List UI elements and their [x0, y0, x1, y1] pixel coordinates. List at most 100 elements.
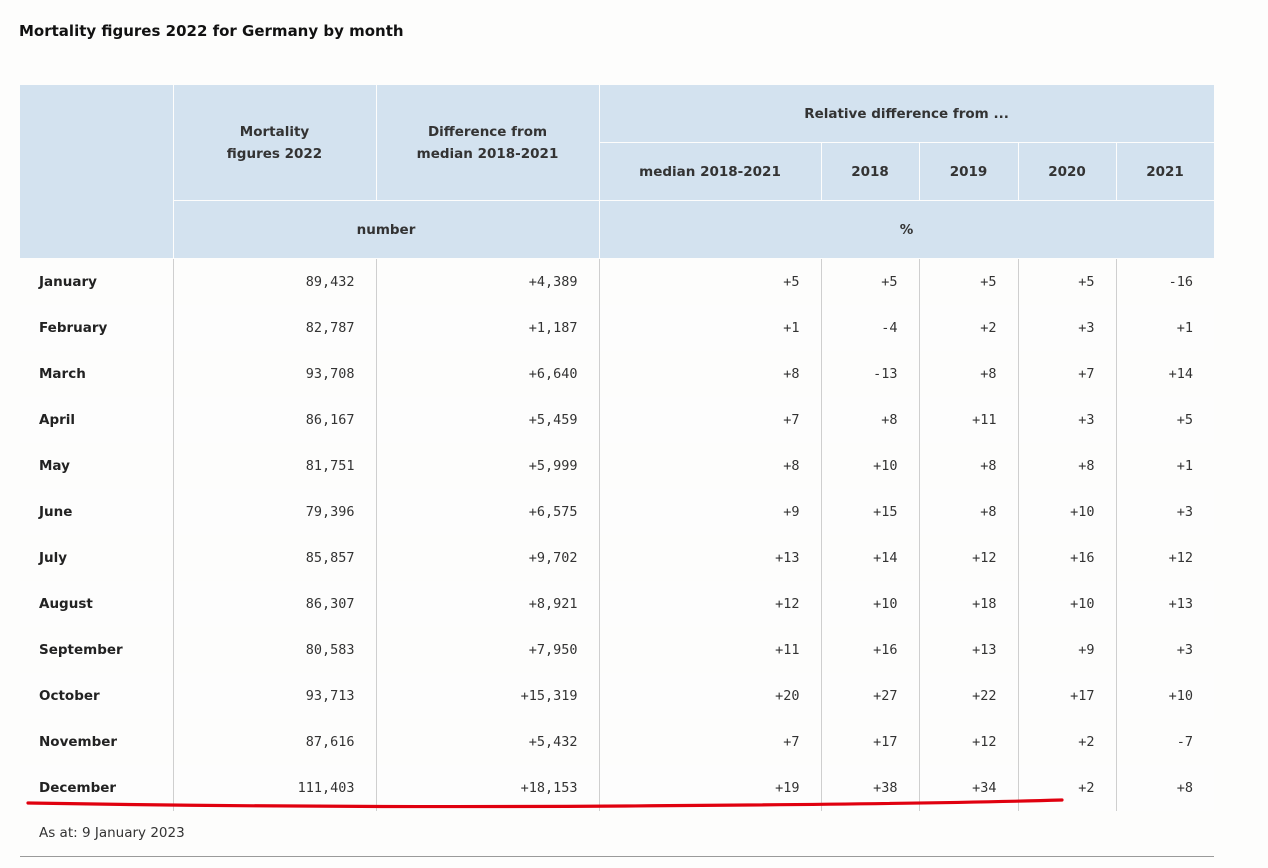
header-unit-number: number	[172, 200, 600, 259]
table-row: August 86,307 +8,921 +12 +10 +18 +10 +13	[20, 580, 1215, 627]
rel-2021-cell: +10	[1115, 672, 1215, 719]
rel-2019-cell: +2	[918, 304, 1018, 351]
month-cell: March	[39, 365, 86, 382]
rel-2019-cell: +8	[918, 488, 1018, 535]
difference-cell: +15,319	[375, 672, 599, 719]
rel-2019-cell: +8	[918, 350, 1018, 397]
rel-median-cell: +13	[598, 534, 821, 581]
header-relative-difference: Relative difference from ...	[598, 84, 1215, 143]
rel-2020-cell: +5	[1017, 258, 1116, 305]
table-row: December 111,403 +18,153 +19 +38 +34 +2 +8	[20, 764, 1215, 811]
rel-2020-cell: +3	[1017, 304, 1116, 351]
as-at-date: As at: 9 January 2023	[39, 825, 185, 841]
mortality-figure-cell: 87,616	[172, 718, 376, 765]
header-2021: 2021	[1115, 142, 1215, 201]
rel-2018-cell: +15	[820, 488, 919, 535]
rel-2018-cell: +5	[820, 258, 919, 305]
mortality-figure-cell: 80,583	[172, 626, 376, 673]
difference-cell: +18,153	[375, 764, 599, 811]
difference-cell: +5,459	[375, 396, 599, 443]
rel-median-cell: +1	[598, 304, 821, 351]
table-row: June 79,396 +6,575 +9 +15 +8 +10 +3	[20, 488, 1215, 535]
header-2018: 2018	[820, 142, 920, 201]
rel-median-cell: +9	[598, 488, 821, 535]
mortality-figure-cell: 93,708	[172, 350, 376, 397]
table-row: September 80,583 +7,950 +11 +16 +13 +9 +3	[20, 626, 1215, 673]
month-cell: September	[39, 641, 123, 658]
month-cell: October	[20, 672, 173, 719]
rel-2019-cell: +18	[918, 580, 1018, 627]
header-unit-percent: %	[598, 200, 1215, 259]
rel-2021-cell: +3	[1115, 488, 1215, 535]
mortality-figure-cell: 79,396	[172, 488, 376, 535]
month-cell: February	[20, 304, 173, 351]
difference-cell: +5,432	[375, 718, 599, 765]
difference-cell: +4,389	[375, 258, 599, 305]
rel-2019-cell: +12	[918, 534, 1018, 581]
rel-median-cell: +7	[598, 396, 821, 443]
rel-median-cell: +5	[598, 258, 821, 305]
rel-median-cell: +20	[598, 672, 821, 719]
rel-2020-cell: +2	[1017, 718, 1116, 765]
header-difference-from-median: Difference from median 2018-2021	[375, 84, 600, 201]
table-row: July 85,857 +9,702 +13 +14 +12 +16 +12	[20, 534, 1215, 581]
difference-cell: +8,921	[375, 580, 599, 627]
rel-median-cell: +7	[598, 718, 821, 765]
mortality-figure-cell: 85,857	[172, 534, 376, 581]
rel-2020-cell: +7	[1017, 350, 1116, 397]
rel-2018-cell: +27	[820, 672, 919, 719]
rel-median-cell: +19	[598, 764, 821, 811]
rel-2020-cell: +10	[1017, 580, 1116, 627]
rel-2019-cell: +12	[918, 718, 1018, 765]
table-row: March 93,708 +6,640 +8 -13 +8 +7 +14	[20, 350, 1215, 397]
difference-cell: +6,575	[375, 488, 599, 535]
header-2019: 2019	[918, 142, 1019, 201]
rel-2020-cell: +3	[1017, 396, 1116, 443]
rel-2018-cell: +38	[820, 764, 919, 811]
table-row: February 82,787 +1,187 +1 -4 +2 +3 +1	[20, 304, 1215, 351]
rel-2019-cell: +11	[918, 396, 1018, 443]
rel-2021-cell: +12	[1115, 534, 1215, 581]
rel-2021-cell: +1	[1115, 442, 1215, 489]
rel-2019-cell: +22	[918, 672, 1018, 719]
month-cell: January	[39, 273, 97, 290]
rel-2020-cell: +10	[1017, 488, 1116, 535]
header-2020: 2020	[1017, 142, 1117, 201]
difference-cell: +9,702	[375, 534, 599, 581]
month-cell: June	[20, 488, 173, 535]
rel-2019-cell: +5	[918, 258, 1018, 305]
rel-2021-cell: +14	[1115, 350, 1215, 397]
rel-2018-cell: +16	[820, 626, 919, 673]
table-header: Mortality figures 2022 Difference from m…	[20, 84, 1215, 259]
month-header-cell	[20, 84, 174, 259]
rel-2018-cell: +14	[820, 534, 919, 581]
month-cell: August	[20, 580, 173, 627]
difference-cell: +5,999	[375, 442, 599, 489]
rel-2021-cell: -16	[1115, 258, 1215, 305]
difference-cell: +1,187	[375, 304, 599, 351]
table-row: October 93,713 +15,319 +20 +27 +22 +17 +10	[20, 672, 1215, 719]
difference-cell: +7,950	[375, 626, 599, 673]
rel-median-cell: +12	[598, 580, 821, 627]
header-median: median 2018-2021	[598, 142, 822, 201]
rel-2021-cell: -7	[1115, 718, 1215, 765]
rel-2018-cell: +10	[820, 580, 919, 627]
table-title: Mortality figures 2022 for Germany by mo…	[19, 22, 404, 40]
rel-2021-cell: +3	[1115, 626, 1215, 673]
rel-2018-cell: -13	[820, 350, 919, 397]
mortality-figure-cell: 93,713	[172, 672, 376, 719]
rel-2019-cell: +8	[918, 442, 1018, 489]
table-row: November 87,616 +5,432 +7 +17 +12 +2 -7	[20, 718, 1215, 765]
rel-2018-cell: +10	[820, 442, 919, 489]
month-cell: May	[39, 457, 70, 474]
table-row: January 89,432 +4,389 +5 +5 +5 +5 -16	[20, 258, 1215, 305]
rel-2021-cell: +1	[1115, 304, 1215, 351]
table-row: April 86,167 +5,459 +7 +8 +11 +3 +5	[20, 396, 1215, 443]
mortality-figure-cell: 81,751	[172, 442, 376, 489]
rel-2018-cell: +17	[820, 718, 919, 765]
month-cell: April	[20, 396, 173, 443]
rel-2018-cell: -4	[820, 304, 919, 351]
mortality-table: Mortality figures 2022 Difference from m…	[20, 84, 1215, 811]
difference-cell: +6,640	[375, 350, 599, 397]
rel-median-cell: +8	[598, 350, 821, 397]
